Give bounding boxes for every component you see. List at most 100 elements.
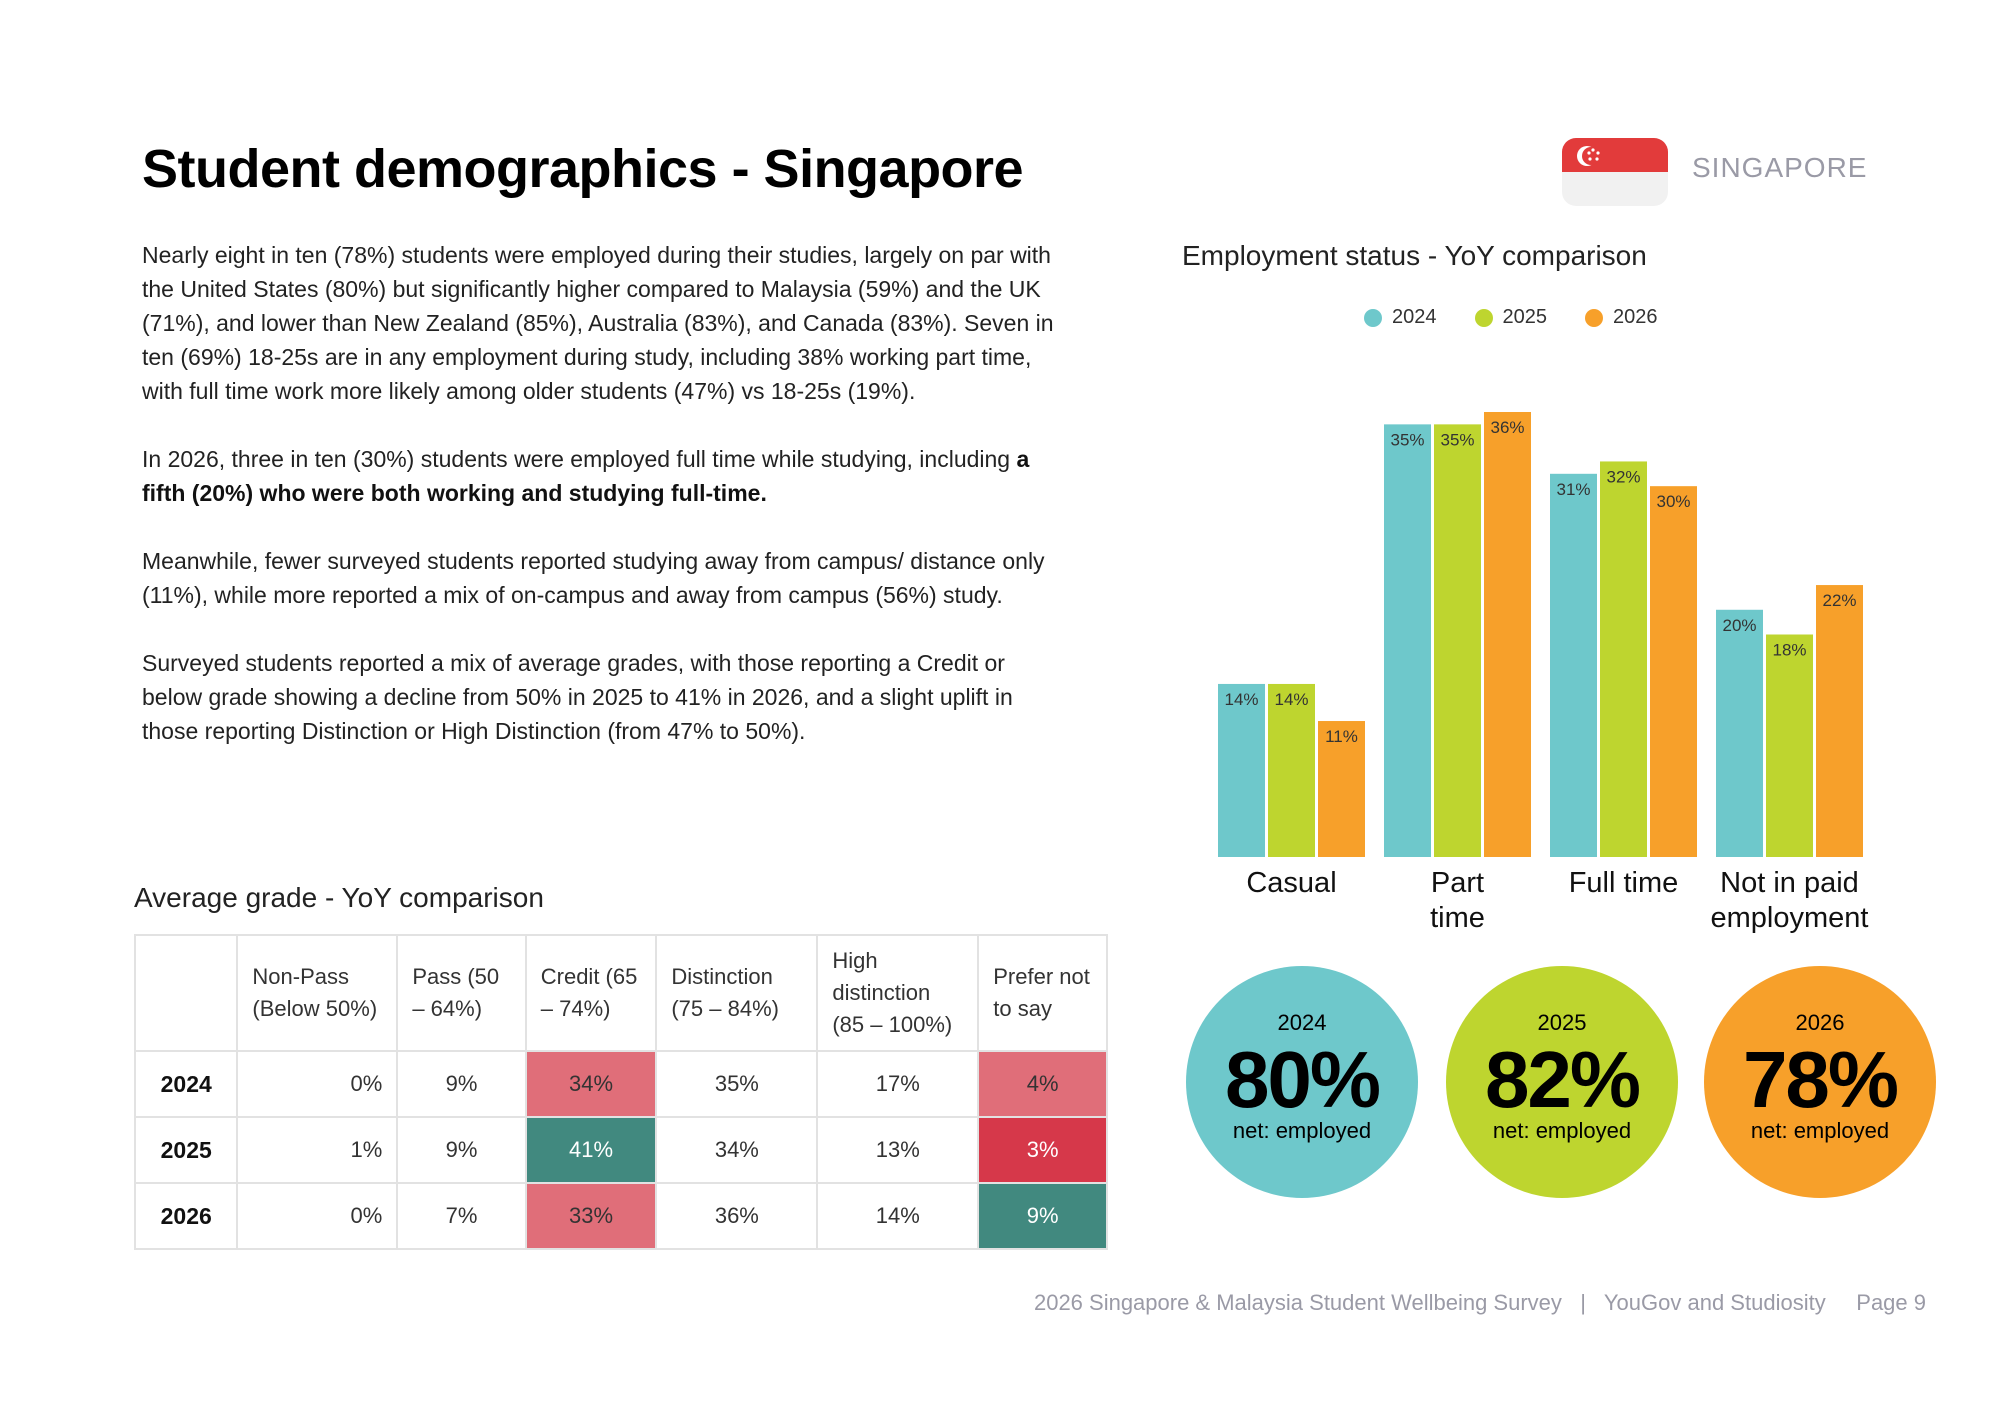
net-employed-circle-2026: 2026 78% net: employed	[1704, 966, 1936, 1198]
data-label-2026-1: 36%	[1490, 418, 1524, 437]
legend-label-2024: 2024	[1392, 306, 1437, 328]
header-pass: Pass (50 – 64%)	[396, 934, 527, 1052]
footer-page-number: Page 9	[1856, 1290, 1926, 1315]
cell-distinction: 35%	[655, 1050, 819, 1118]
singapore-flag-icon	[1562, 138, 1668, 206]
cell-high-distinction: 13%	[816, 1116, 980, 1184]
cell-non-pass: 1%	[236, 1116, 399, 1184]
circle-year: 2024	[1277, 1010, 1327, 1035]
paragraph-full-time-emphasis: a fifth (20%) who were both working and …	[142, 446, 1030, 506]
circle-value: 78%	[1742, 1035, 1899, 1124]
bar-2026-1	[1484, 412, 1531, 857]
bar-2024-3	[1716, 609, 1763, 857]
paragraph-full-time: In 2026, three in ten (30%) students wer…	[142, 442, 1062, 510]
chart-legend: 2024 2025 2026	[1364, 306, 1658, 329]
circle-label: net: employed	[1492, 1118, 1632, 1143]
legend-item-2024: 2024	[1364, 306, 1437, 329]
category-label-0: Casual	[1246, 867, 1336, 899]
data-label-2024-1: 35%	[1390, 430, 1424, 449]
cell-distinction: 34%	[655, 1116, 819, 1184]
bar-2024-1	[1384, 424, 1431, 857]
circle-year: 2026	[1795, 1010, 1845, 1035]
page-footer: 2026 Singapore & Malaysia Student Wellbe…	[1034, 1290, 1926, 1316]
circle-label: net: employed	[1232, 1118, 1372, 1143]
legend-dot-2026	[1585, 308, 1603, 327]
header-high-distinction: High distinction (85 – 100%)	[816, 934, 980, 1052]
net-employed-circle-2024: 2024 80% net: employed	[1186, 966, 1418, 1198]
legend-label-2025: 2025	[1502, 306, 1548, 328]
bar-2024-2	[1550, 473, 1597, 857]
table-row: 2026 0% 7% 33% 36% 14% 9%	[133, 1182, 1108, 1250]
data-label-2025-1: 35%	[1440, 430, 1474, 449]
circle-value: 82%	[1484, 1035, 1641, 1124]
employment-bar-chart: 14% 14% 11% Casual 35% 35% 36% Part time 31% 32% 30…	[1218, 412, 1869, 934]
footer-separator: |	[1580, 1290, 1586, 1315]
cell-prefer-not-to-say: 3%	[977, 1116, 1108, 1184]
footer-org: YouGov and Studiosity	[1603, 1290, 1826, 1315]
bar-2024-0	[1218, 683, 1265, 857]
category-label-1: Part time	[1430, 867, 1485, 934]
cell-pass: 7%	[396, 1182, 527, 1250]
row-year: 2025	[133, 1116, 239, 1184]
country-label: SINGAPORE	[1692, 152, 1868, 183]
data-label-2025-0: 14%	[1274, 690, 1308, 709]
data-label-2025-3: 18%	[1772, 641, 1806, 660]
legend-item-2025: 2025	[1474, 306, 1548, 329]
data-label-2025-2: 32%	[1606, 467, 1640, 486]
cell-high-distinction: 14%	[816, 1182, 980, 1250]
data-label-2024-2: 31%	[1556, 480, 1590, 499]
row-year: 2026	[133, 1182, 239, 1250]
cell-prefer-not-to-say: 9%	[977, 1182, 1108, 1250]
data-label-2026-2: 30%	[1656, 492, 1690, 511]
header-cell-empty	[133, 934, 239, 1052]
legend-label-2026: 2026	[1613, 306, 1658, 328]
header-prefer-not-to-say: Prefer not to say	[977, 934, 1108, 1052]
footer-survey: 2026 Singapore & Malaysia Student Wellbe…	[1033, 1290, 1562, 1315]
circle-year: 2025	[1537, 1010, 1587, 1035]
paragraph-grades: Surveyed students reported a mix of aver…	[142, 650, 1013, 744]
cell-credit: 34%	[524, 1050, 658, 1118]
cell-credit: 41%	[524, 1116, 658, 1184]
net-employed-circle-2025: 2025 82% net: employed	[1446, 966, 1678, 1198]
data-label-2026-0: 11%	[1325, 727, 1358, 746]
header-non-pass: Non-Pass (Below 50%)	[236, 934, 399, 1052]
legend-item-2026: 2026	[1585, 306, 1658, 329]
paragraph-employment: Nearly eight in ten (78%) students were …	[142, 242, 1054, 404]
header-distinction: Distinction (75 – 84%)	[655, 934, 819, 1052]
bar-2026-3	[1816, 585, 1863, 857]
header-credit: Credit (65 – 74%)	[524, 934, 658, 1052]
grade-table-header-row: Non-Pass (Below 50%) Pass (50 – 64%) Cre…	[133, 934, 1108, 1052]
legend-dot-2025	[1474, 308, 1493, 327]
data-label-2026-3: 22%	[1822, 591, 1856, 610]
category-label-3: Not in paid employment	[1711, 867, 1869, 934]
cell-distinction: 36%	[655, 1182, 819, 1250]
cell-non-pass: 0%	[236, 1050, 399, 1118]
bar-2025-1	[1434, 424, 1481, 857]
cell-pass: 9%	[396, 1050, 527, 1118]
cell-high-distinction: 17%	[816, 1050, 980, 1118]
circle-label: net: employed	[1750, 1118, 1890, 1143]
paragraph-full-time-text: In 2026, three in ten (30%) students wer…	[142, 446, 1017, 472]
category-label-2: Full time	[1569, 867, 1679, 899]
table-row: 2025 1% 9% 41% 34% 13% 3%	[133, 1116, 1108, 1184]
table-row: 2024 0% 9% 34% 35% 17% 4%	[133, 1050, 1108, 1118]
row-year: 2024	[133, 1050, 239, 1118]
cell-pass: 9%	[396, 1116, 527, 1184]
chart-title: Employment status - YoY comparison	[1182, 240, 1647, 271]
paragraph-campus: Meanwhile, fewer surveyed students repor…	[142, 548, 1045, 608]
body-text: Nearly eight in ten (78%) students were …	[142, 238, 1062, 782]
legend-dot-2024	[1364, 308, 1382, 327]
bar-2025-2	[1600, 461, 1647, 857]
bar-2025-0	[1268, 683, 1315, 857]
bar-2026-2	[1650, 486, 1697, 857]
data-label-2024-3: 20%	[1722, 616, 1756, 635]
bar-2025-3	[1766, 634, 1813, 857]
circle-value: 80%	[1224, 1035, 1381, 1124]
data-label-2024-0: 14%	[1224, 690, 1258, 709]
cell-credit: 33%	[524, 1182, 658, 1250]
page-title: Student demographics - Singapore	[142, 139, 1024, 199]
grade-table: Non-Pass (Below 50%) Pass (50 – 64%) Cre…	[133, 934, 1108, 1250]
grade-table-title: Average grade - YoY comparison	[134, 882, 544, 913]
bar-2026-0	[1318, 721, 1365, 857]
cell-prefer-not-to-say: 4%	[977, 1050, 1108, 1118]
